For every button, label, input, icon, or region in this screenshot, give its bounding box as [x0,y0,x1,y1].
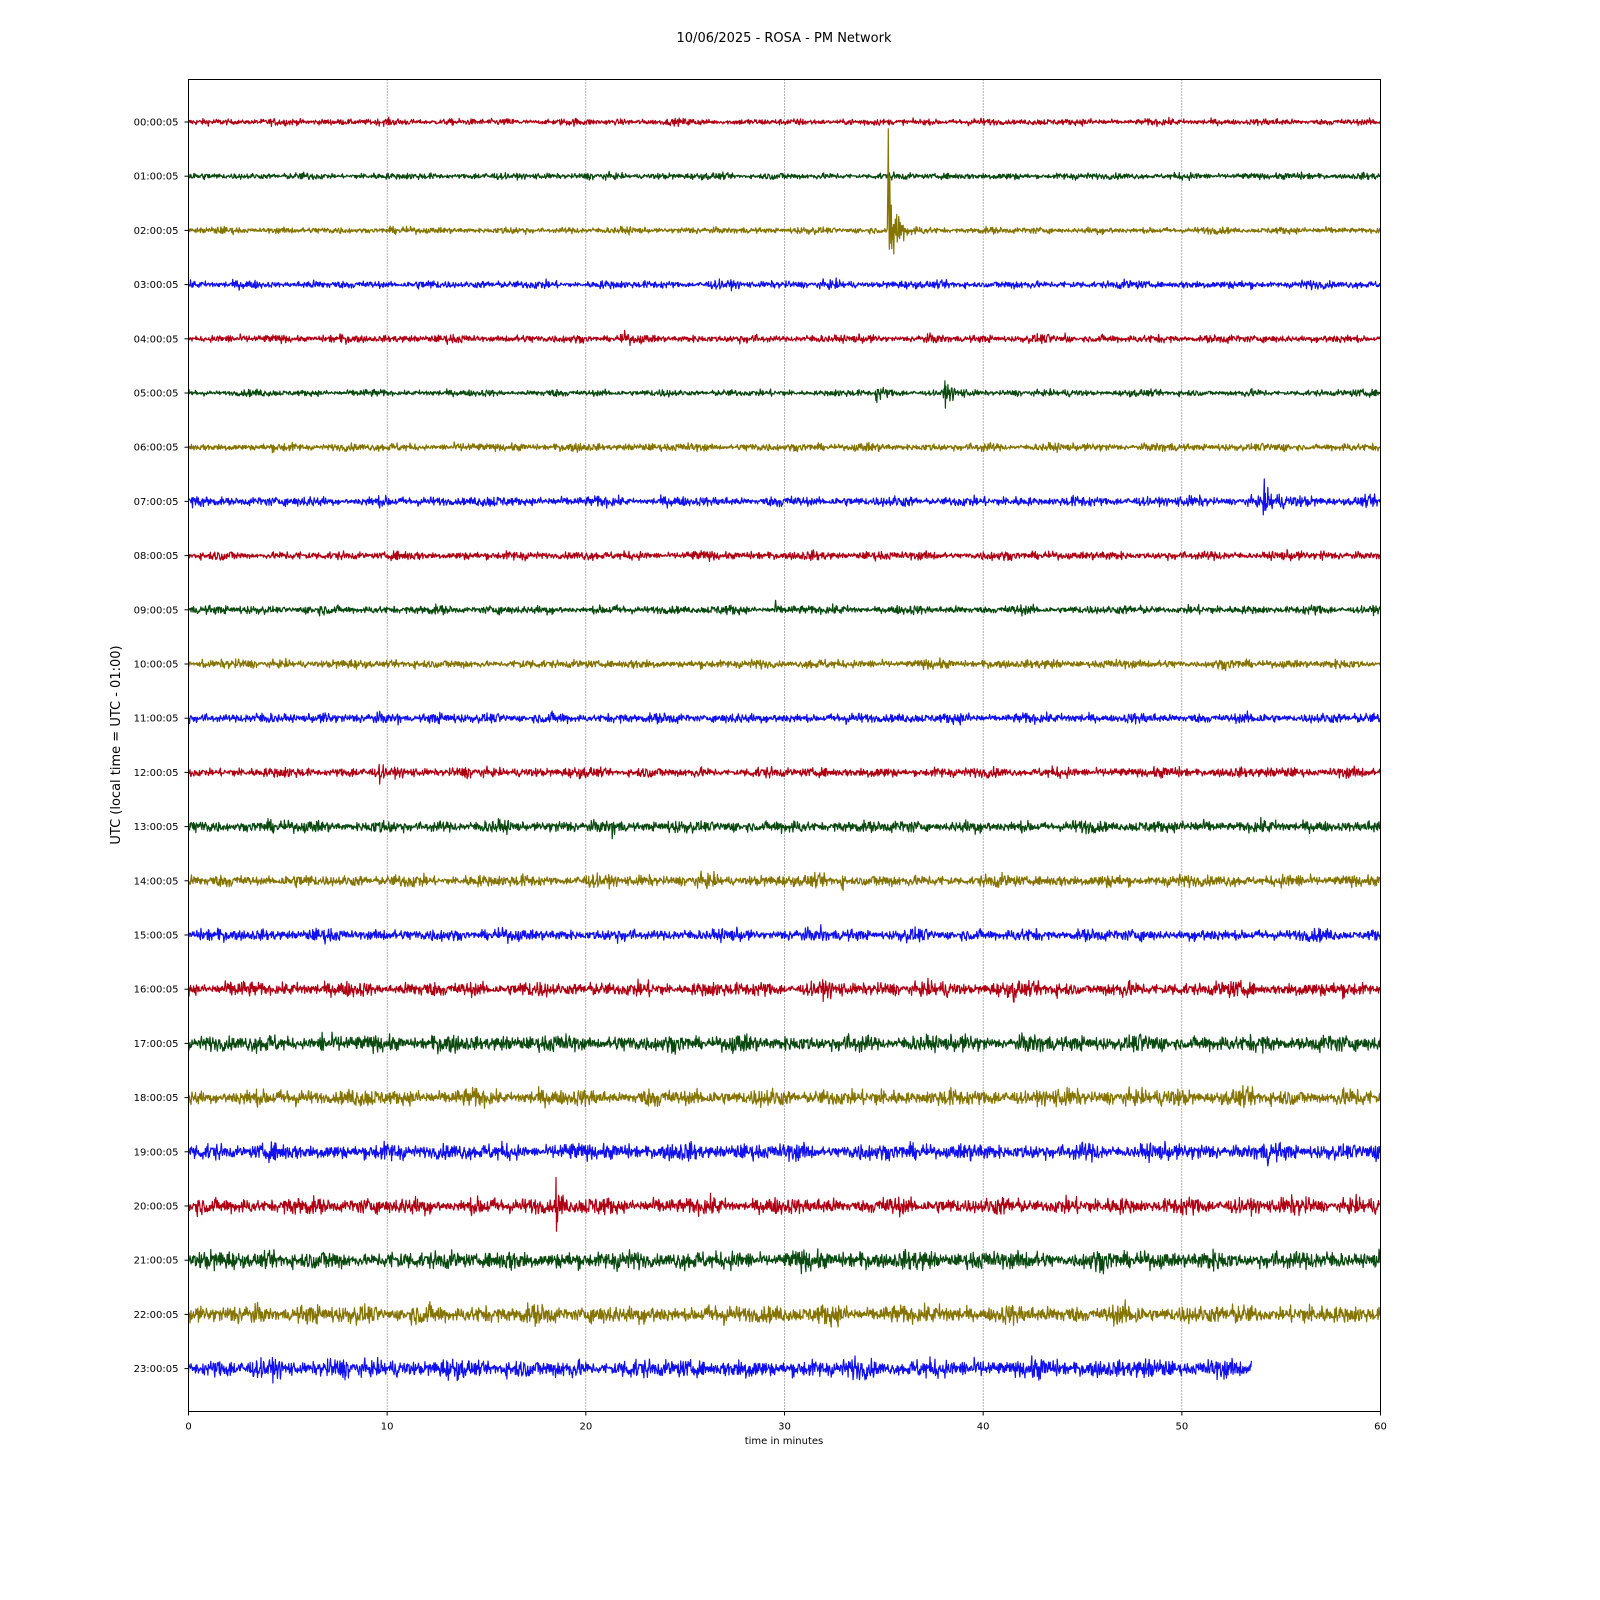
trace-line [187,1140,1382,1167]
y-tick-label: 05:00:05 [134,389,179,400]
y-tick-label: 20:00:05 [134,1202,179,1213]
x-tick-label: 30 [778,1422,791,1433]
y-tick-label: 14:00:05 [134,876,179,887]
x-axis-ticks: 0 10 20 30 40 50 60 [185,1411,1387,1433]
y-tick-label: 00:00:05 [134,118,179,129]
trace-line [187,977,1382,1003]
trace-line [187,1248,1381,1275]
trace-line [187,277,1381,292]
trace-line [187,710,1381,726]
trace-line [187,763,1382,785]
x-tick-label: 0 [185,1422,191,1433]
trace-line [187,549,1381,562]
y-tick-label: 06:00:05 [134,443,179,454]
trace-line [187,478,1382,516]
trace-line [187,1031,1382,1055]
y-tick-label: 15:00:05 [134,931,179,942]
trace-line [187,657,1382,672]
y-tick-label: 22:00:05 [134,1310,179,1321]
y-tick-label: 10:00:05 [134,660,179,671]
trace-line [187,329,1382,346]
y-tick-label: 03:00:05 [134,280,179,291]
seismic-traces [187,116,1382,1384]
y-tick-label: 18:00:05 [134,1093,179,1104]
chart-title: 10/06/2025 - ROSA - PM Network [677,31,892,46]
y-tick-label: 04:00:05 [134,334,179,345]
y-axis-ticks: 00:00:05 01:00:05 02:00:05 03:00:05 04:00:05… [134,118,189,1375]
y-tick-label: 19:00:05 [134,1147,179,1158]
x-axis-label: time in minutes [745,1436,824,1447]
trace-line [187,924,1382,945]
trace-line [187,441,1381,454]
x-tick-label: 10 [381,1422,394,1433]
trace-line [187,816,1382,840]
y-tick-label: 23:00:05 [134,1364,179,1375]
trace-line [187,380,1382,409]
x-tick-label: 50 [1175,1422,1188,1433]
trace-line [187,870,1382,892]
grid-lines [386,79,1183,1412]
y-tick-label: 01:00:05 [134,172,179,183]
trace-line [187,128,1381,255]
trace-line [188,170,1381,182]
trace-line [187,1085,1381,1109]
y-tick-label: 08:00:05 [134,551,179,562]
x-tick-label: 20 [579,1422,592,1433]
trace-line [187,599,1382,617]
y-axis-label: UTC (local time = UTC - 01:00) [109,645,124,844]
y-tick-label: 17:00:05 [134,1039,179,1050]
trace-line [187,1355,1252,1384]
x-tick-label: 60 [1374,1422,1387,1433]
y-tick-label: 21:00:05 [134,1256,179,1267]
trace-line [187,1299,1381,1328]
y-tick-label: 11:00:05 [134,714,179,725]
trace-line [188,1176,1382,1232]
y-tick-label: 02:00:05 [134,226,179,237]
y-tick-label: 12:00:05 [134,768,179,779]
x-tick-label: 40 [977,1422,990,1433]
y-tick-label: 09:00:05 [134,605,179,616]
y-tick-label: 13:00:05 [134,822,179,833]
y-tick-label: 07:00:05 [134,497,179,508]
trace-line [188,116,1382,128]
y-tick-label: 16:00:05 [134,985,179,996]
